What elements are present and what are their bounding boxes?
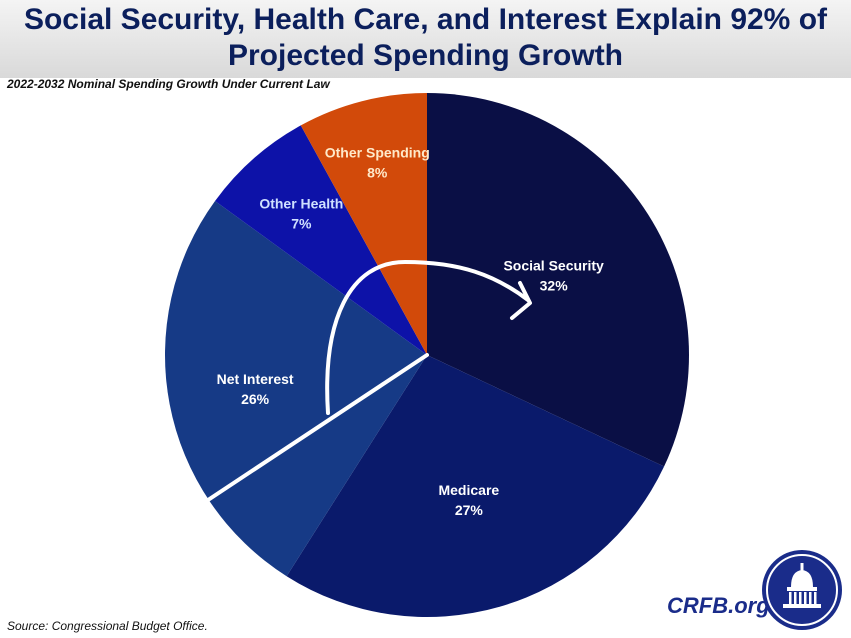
brand-link[interactable]: CRFB.org: [667, 593, 770, 618]
chart-title: Social Security, Health Care, and Intere…: [0, 2, 851, 74]
slice-label-net-interest: Net Interest: [217, 371, 294, 387]
annotation-arrow-head: [510, 281, 532, 320]
slice-medicare: [286, 355, 665, 618]
slice-label-medicare: Medicare: [438, 482, 499, 498]
pie-slices: [165, 93, 690, 618]
source-note: Source: Congressional Budget Office.: [7, 619, 208, 633]
title-line-2: Projected Spending Growth: [227, 39, 624, 72]
pie-labels: Social Security 32% Medicare 27% Net Interes…: [217, 144, 604, 518]
slice-social-security: [427, 93, 690, 467]
slice-label-other-health: Other Health: [259, 195, 343, 211]
slice-other-spending: [300, 93, 427, 355]
annotation-arrow-curve: [325, 259, 530, 415]
slice-value-net-interest: 26%: [241, 391, 270, 407]
slice-label-other-spending: Other Spending: [325, 144, 430, 160]
title-line-1: Social Security, Health Care, and Intere…: [23, 3, 828, 36]
slice-value-other-health: 7%: [291, 215, 312, 231]
slice-value-social-security: 32%: [540, 278, 569, 294]
annotation-split-line: [203, 353, 429, 504]
title-bar: [0, 0, 851, 78]
slice-value-other-spending: 8%: [367, 164, 388, 180]
capitol-dome-logo: [762, 550, 842, 630]
slice-net-interest: [165, 201, 427, 577]
chart-subtitle: 2022-2032 Nominal Spending Growth Under …: [7, 77, 330, 91]
slice-other-health: [215, 125, 427, 355]
slice-value-medicare: 27%: [455, 502, 484, 518]
slice-label-social-security: Social Security: [503, 258, 604, 274]
